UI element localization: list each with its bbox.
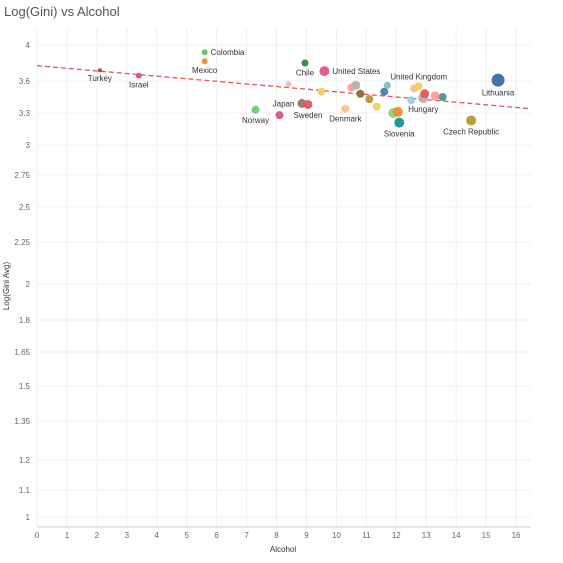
y-tick-label: 3.6 — [19, 77, 31, 86]
data-point[interactable] — [303, 99, 313, 109]
x-tick-label: 12 — [392, 531, 401, 540]
data-point[interactable] — [372, 102, 381, 111]
x-tick-label: 4 — [155, 531, 160, 540]
point-labels: Turkey Israel Colombia Mexico Chile United St… — [88, 48, 515, 138]
x-tick-label: 5 — [184, 531, 189, 540]
x-tick-label: 0 — [35, 531, 40, 540]
y-tick-label: 2.25 — [14, 238, 30, 247]
data-point[interactable] — [135, 72, 142, 79]
data-point[interactable] — [394, 117, 405, 128]
data-point[interactable] — [392, 106, 403, 117]
y-tick-label: 2.75 — [14, 171, 30, 180]
point-label: Czech Republic — [443, 127, 499, 136]
trend-line — [36, 65, 532, 110]
x-tick-label: 9 — [304, 531, 309, 540]
y-tick-label: 1.1 — [19, 486, 31, 495]
data-point[interactable] — [491, 73, 505, 87]
chart-title: Log(Gini) vs Alcohol — [4, 4, 120, 19]
y-tick-label: 1.65 — [14, 348, 30, 357]
y-tick-label: 1.2 — [19, 456, 31, 465]
data-point[interactable] — [420, 89, 430, 99]
data-point[interactable] — [380, 87, 389, 96]
point-label: Sweden — [293, 111, 322, 120]
point-label: Japan — [273, 99, 295, 108]
data-point[interactable] — [438, 93, 447, 101]
points — [97, 49, 505, 128]
point-label: Mexico — [192, 66, 218, 75]
x-tick-label: 1 — [65, 531, 70, 540]
data-point[interactable] — [341, 104, 350, 113]
y-tick-label: 2 — [26, 280, 31, 289]
data-point[interactable] — [430, 91, 440, 101]
y-tick-label: 1 — [26, 513, 31, 522]
point-label: Colombia — [211, 48, 245, 57]
point-label: Denmark — [329, 115, 362, 124]
data-point[interactable] — [466, 115, 477, 126]
x-tick-label: 7 — [244, 531, 249, 540]
x-tick-label: 16 — [512, 531, 521, 540]
data-point[interactable] — [317, 87, 326, 96]
y-tick-label: 4 — [26, 41, 31, 50]
point-label: United Kingdom — [390, 72, 447, 81]
y-tick-label: 2.5 — [19, 203, 31, 212]
data-point[interactable] — [301, 59, 309, 67]
point-label: Chile — [296, 69, 315, 78]
trend-line-group — [36, 65, 532, 110]
y-tick-label: 3.3 — [19, 109, 31, 118]
y-axis-title: Log(Gini Avg) — [2, 262, 11, 311]
x-tick-label: 8 — [274, 531, 279, 540]
point-label: Slovenia — [384, 130, 415, 139]
point-label: Hungary — [408, 105, 438, 114]
data-point[interactable] — [383, 81, 391, 89]
y-tick-label: 1.35 — [14, 417, 30, 426]
data-point[interactable] — [365, 95, 374, 104]
x-tick-label: 13 — [422, 531, 431, 540]
data-point[interactable] — [319, 66, 330, 77]
data-point[interactable] — [251, 105, 260, 114]
point-label: Israel — [129, 81, 149, 90]
data-point[interactable] — [201, 49, 208, 56]
data-point[interactable] — [285, 81, 292, 88]
x-tick-label: 6 — [214, 531, 219, 540]
data-point[interactable] — [275, 111, 284, 120]
x-tick-label: 11 — [362, 531, 371, 540]
y-tick-label: 3 — [26, 141, 31, 150]
data-point[interactable] — [414, 82, 423, 91]
data-point[interactable] — [97, 68, 102, 73]
point-label: United States — [332, 67, 380, 76]
x-tick-label: 14 — [452, 531, 461, 540]
x-axis-title: Alcohol — [270, 545, 296, 554]
data-point[interactable] — [201, 58, 208, 65]
x-tick-label: 15 — [482, 531, 491, 540]
axes: 0 1 2 3 4 5 6 7 8 9 10 11 12 13 14 15 1611.11.21.351.51.… — [14, 41, 531, 540]
x-tick-label: 2 — [95, 531, 100, 540]
data-point[interactable] — [356, 89, 365, 98]
data-point[interactable] — [407, 96, 416, 105]
point-label: Norway — [242, 116, 269, 125]
point-label: Lithuania — [482, 89, 515, 98]
y-tick-label: 1.5 — [19, 382, 31, 391]
x-tick-label: 3 — [125, 531, 130, 540]
x-tick-label: 10 — [332, 531, 341, 540]
point-label: Turkey — [88, 74, 112, 83]
y-tick-label: 1.8 — [19, 316, 31, 325]
data-point[interactable] — [351, 80, 361, 90]
